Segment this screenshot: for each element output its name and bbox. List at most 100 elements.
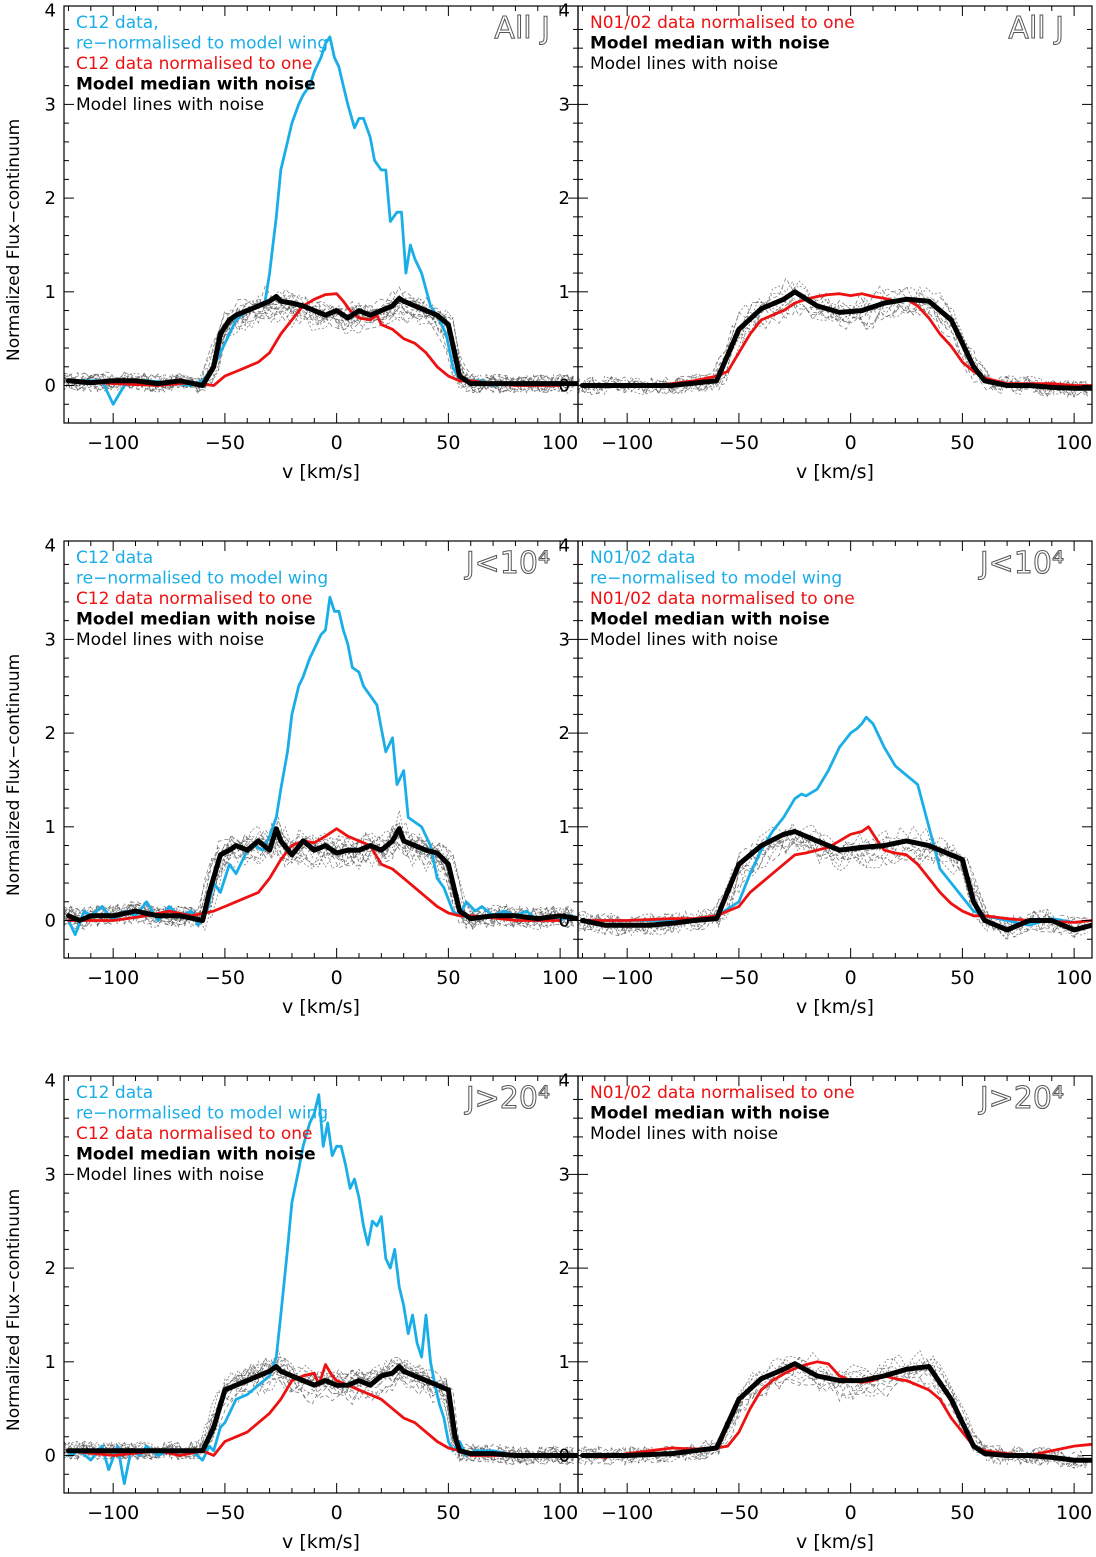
legend-entry: C12 data normalised to one	[76, 589, 313, 609]
y-tick-label: 2	[45, 723, 56, 744]
x-tick-label: 50	[950, 967, 974, 989]
legend-entry: N01/02 data normalised to one	[590, 1083, 855, 1103]
x-tick-label: 100	[1056, 432, 1092, 454]
x-tick-label: 0	[845, 432, 857, 454]
panel-r2c0: −100 −50 0 50 100 v [km/s] 0 1 2 3 4 C12 datare−nor…	[45, 1071, 579, 1553]
x-tick-label: 100	[542, 1502, 578, 1524]
model-line	[578, 280, 1088, 396]
x-axis-label: v [km/s]	[282, 996, 360, 1018]
model-line	[578, 1371, 1088, 1466]
legend-entry: Model lines with noise	[590, 1124, 778, 1144]
legend-entry: Model median with noise	[590, 1104, 830, 1124]
model-line	[64, 1357, 574, 1464]
panel-r2c1: −100 −50 0 50 100 v [km/s] 0 1 2 3 4 N01/02 data no…	[559, 1071, 1093, 1553]
x-axis-label: v [km/s]	[796, 461, 874, 483]
legend-entry: N01/02 data normalised to one	[590, 13, 855, 33]
x-tick-label: −100	[87, 1502, 139, 1524]
legend-entry: Model lines with noise	[76, 95, 264, 115]
y-tick-label: 0	[45, 376, 56, 397]
x-tick-label: 100	[1056, 1502, 1092, 1524]
model-line	[578, 829, 1088, 938]
x-tick-label: −50	[205, 967, 245, 989]
y-tick-label: 3	[559, 94, 570, 115]
model-line	[64, 842, 574, 929]
subset-tag: J<10⁴	[978, 546, 1064, 581]
x-tick-label: 0	[845, 1502, 857, 1524]
legend-entry: Model lines with noise	[590, 630, 778, 650]
y-tick-label: 3	[559, 1164, 570, 1185]
series-line-1	[581, 825, 1092, 924]
model-line	[578, 280, 1088, 397]
model-line	[64, 828, 574, 928]
y-tick-label: 0	[559, 1446, 570, 1467]
series-line-1	[580, 289, 1092, 391]
x-axis-label: v [km/s]	[796, 1531, 874, 1553]
y-tick-label: 1	[45, 817, 56, 838]
plot-frame	[577, 1075, 1093, 1494]
subset-tag: J>20⁴	[978, 1081, 1064, 1116]
x-tick-label: −100	[601, 967, 653, 989]
y-tick-label: 0	[559, 376, 570, 397]
series-line-1	[67, 1363, 562, 1457]
y-tick-label: 4	[559, 1, 570, 22]
legend-entry: C12 data normalised to one	[76, 1124, 313, 1144]
x-tick-label: 0	[331, 432, 343, 454]
model-line	[64, 300, 574, 394]
model-line	[578, 1356, 1088, 1469]
y-tick-label: 4	[45, 1071, 56, 1092]
y-tick-label: 1	[45, 1352, 56, 1373]
model-line	[578, 839, 1088, 937]
y-tick-label: 4	[45, 1, 56, 22]
x-tick-label: −50	[719, 967, 759, 989]
series-line-0	[581, 1360, 1092, 1459]
panel-r0c1: −100 −50 0 50 100 v [km/s] 0 1 2 3 4 N01/02 data no…	[559, 1, 1093, 483]
model-line	[578, 1349, 1088, 1469]
x-tick-label: −100	[87, 432, 139, 454]
plot-frame	[577, 540, 1093, 959]
model-line	[578, 299, 1088, 395]
y-tick-label: 1	[559, 1352, 570, 1373]
x-tick-label: −50	[719, 1502, 759, 1524]
x-tick-label: 50	[436, 432, 460, 454]
model-line	[64, 291, 574, 394]
x-tick-label: −50	[205, 432, 245, 454]
series-line-0	[581, 715, 1092, 927]
y-tick-label: 0	[45, 1446, 56, 1467]
model-line	[64, 289, 574, 394]
model-line	[578, 285, 1088, 398]
y-tick-label: 2	[559, 1258, 570, 1279]
x-tick-label: −100	[601, 432, 653, 454]
y-tick-label: 2	[559, 723, 570, 744]
model-line	[64, 298, 574, 393]
model-line	[64, 1358, 574, 1464]
model-line	[64, 840, 574, 929]
legend-entry: N01/02 data	[590, 548, 695, 568]
x-tick-label: −50	[205, 1502, 245, 1524]
series-line-2	[66, 294, 578, 388]
y-tick-label: 2	[559, 188, 570, 209]
legend-entry: Model median with noise	[76, 75, 316, 95]
plot-area	[578, 715, 1092, 941]
y-tick-label: 0	[559, 911, 570, 932]
series-line-1	[67, 292, 562, 387]
y-tick-label: 4	[559, 1071, 570, 1092]
model-line	[578, 828, 1088, 939]
model-line	[64, 1349, 574, 1465]
x-tick-label: 100	[542, 967, 578, 989]
plot-area	[64, 35, 578, 406]
subset-tag: J>20⁴	[464, 1081, 550, 1116]
x-tick-label: 0	[331, 967, 343, 989]
y-tick-label: 3	[45, 629, 56, 650]
y-tick-label: 3	[45, 1164, 56, 1185]
plot-area	[578, 1349, 1092, 1470]
model-line	[578, 1376, 1088, 1466]
legend-entry: Model lines with noise	[76, 630, 264, 650]
model-line	[64, 303, 574, 393]
series-line-0	[581, 292, 1092, 387]
plot-area	[64, 1093, 578, 1485]
model-line	[578, 293, 1088, 397]
legend-entry: N01/02 data normalised to one	[590, 589, 855, 609]
x-tick-label: 50	[436, 1502, 460, 1524]
y-tick-label: 2	[45, 188, 56, 209]
